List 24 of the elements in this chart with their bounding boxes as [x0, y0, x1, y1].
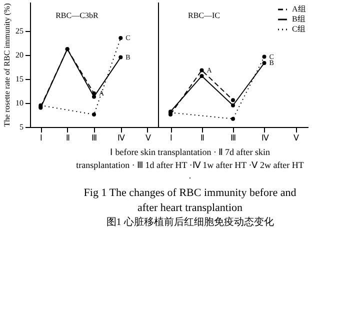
annotation: RBC—C3bR — [56, 11, 99, 20]
x-tick-label: Ⅴ — [145, 134, 152, 142]
y-tick-label: 5 — [20, 122, 24, 132]
legend-label: C组 — [292, 24, 306, 34]
x-tick-label: Ⅱ — [66, 134, 70, 142]
y-tick-label: 10 — [16, 98, 24, 108]
legend-label: A组 — [292, 4, 306, 14]
caption: Fig 1 The changes of RBC immunity before and after heart transplantion — [84, 187, 297, 214]
x-tick-label: Ⅰ — [40, 134, 42, 142]
x-tick-label: Ⅱ — [200, 134, 204, 142]
legend-label: B组 — [292, 14, 306, 24]
x-tick-label: Ⅲ — [230, 134, 236, 142]
x-tick-label: Ⅳ — [118, 134, 126, 142]
y-axis-title: The rosette rate of RBC immunity (%) — [2, 2, 12, 127]
annotation: RBC—IC — [188, 11, 220, 20]
y-tick-label: 20 — [16, 50, 24, 60]
x-tick-label: Ⅴ — [294, 134, 300, 142]
x-tick-label: Ⅰ — [170, 134, 172, 142]
x-tick-label: Ⅳ — [261, 134, 270, 142]
y-tick-label: 25 — [16, 26, 24, 36]
text: Ⅰ before skin transplantation · Ⅱ 7d after skin transplantation · Ⅲ 1d after HT ·Ⅳ 1w after HT ·Ⅴ 2w after HT · — [76, 147, 304, 183]
y-tick-label: 15 — [16, 74, 24, 84]
caption: 图1 心脏移植前后红细胞免疫动态变化 — [106, 216, 274, 228]
x-tick-label: Ⅲ — [92, 134, 98, 142]
